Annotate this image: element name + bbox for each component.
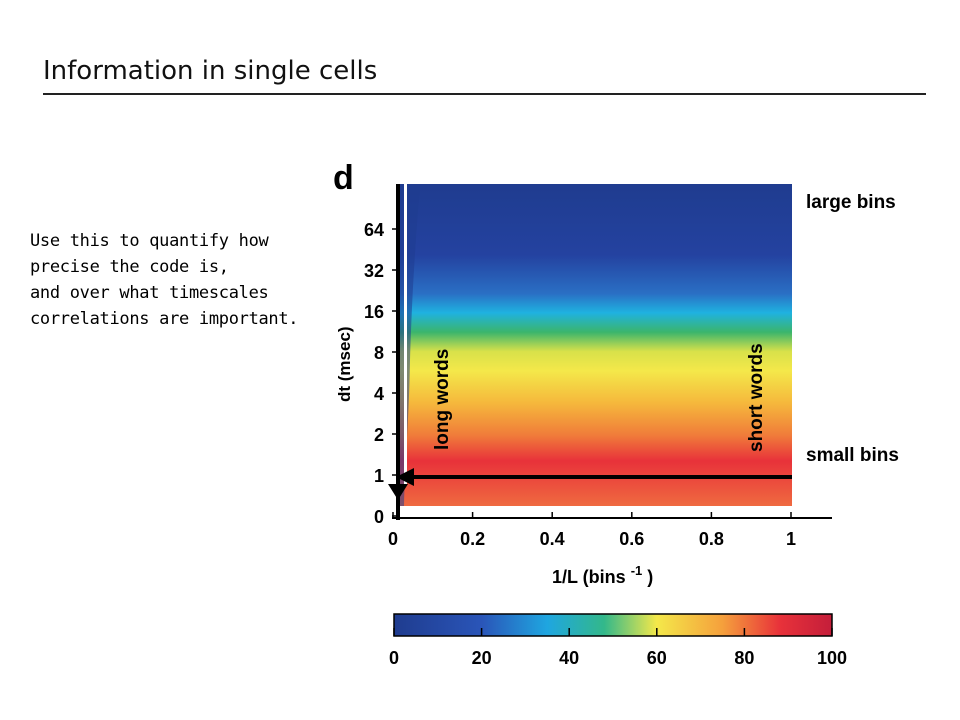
y-tick-label: 1 (374, 466, 384, 486)
annotation-small-bins: small bins (806, 445, 899, 466)
body-line-4: correlations are important. (30, 309, 299, 329)
x-tick-label: 1 (786, 529, 796, 549)
body-line-1: Use this to quantify how (30, 231, 269, 251)
x-tick-labels: 0 0.2 0.4 0.6 0.8 1 (388, 512, 796, 549)
colorbar-tick-marks: 0 20 40 60 80 100 (389, 628, 847, 668)
small-bins-arrow-head (396, 468, 414, 486)
colorbar-tick-label: 80 (734, 648, 754, 668)
colorbar-tick-label: 0 (389, 648, 399, 668)
x-tick-label: 0.6 (619, 529, 644, 549)
y-tick-label: 2 (374, 425, 384, 445)
x-axis-label-suffix: ) (647, 567, 653, 587)
y-tick-label: 8 (374, 343, 384, 363)
colorbar-tick-label: 20 (472, 648, 492, 668)
x-tick-label: 0.2 (460, 529, 485, 549)
colorbar (393, 613, 833, 637)
slide-body-text: Use this to quantify how precise the cod… (30, 228, 299, 332)
x-axis-label-superscript: -1 (631, 563, 643, 578)
colorbar-tick-label: 40 (559, 648, 579, 668)
x-axis-label-main: 1/L (bins (552, 567, 626, 587)
annotation-short-words: short words (746, 343, 767, 452)
heatmap-ridge (398, 184, 420, 506)
body-line-2: precise the code is, (30, 257, 229, 277)
panel-label: d (333, 159, 354, 197)
x-tick-label: 0 (388, 529, 398, 549)
x-axis-label: 1/L (bins -1 ) (552, 559, 653, 587)
colorbar-tick-label: 100 (817, 648, 847, 668)
annotation-long-words: long words (432, 349, 453, 450)
x-tick-label: 0.4 (540, 529, 565, 549)
y-tick-labels: 0 1 2 4 8 16 32 64 (364, 220, 398, 527)
down-arrow-head (388, 484, 408, 500)
colorbar-tick-label: 60 (647, 648, 667, 668)
annotation-large-bins: large bins (806, 192, 896, 213)
heatmap-field (398, 184, 792, 506)
slide-title: Information in single cells (43, 56, 378, 86)
y-axis-label: dt (msec) (335, 326, 354, 402)
heatmap-white-stripe (404, 184, 407, 484)
body-line-3: and over what timescales (30, 283, 269, 303)
y-tick-label: 32 (364, 261, 384, 281)
y-tick-label: 16 (364, 302, 384, 322)
y-tick-label: 4 (374, 384, 384, 404)
y-tick-label: 0 (374, 507, 384, 527)
title-divider (43, 93, 926, 95)
y-tick-label: 64 (364, 220, 384, 240)
x-tick-label: 0.8 (699, 529, 724, 549)
